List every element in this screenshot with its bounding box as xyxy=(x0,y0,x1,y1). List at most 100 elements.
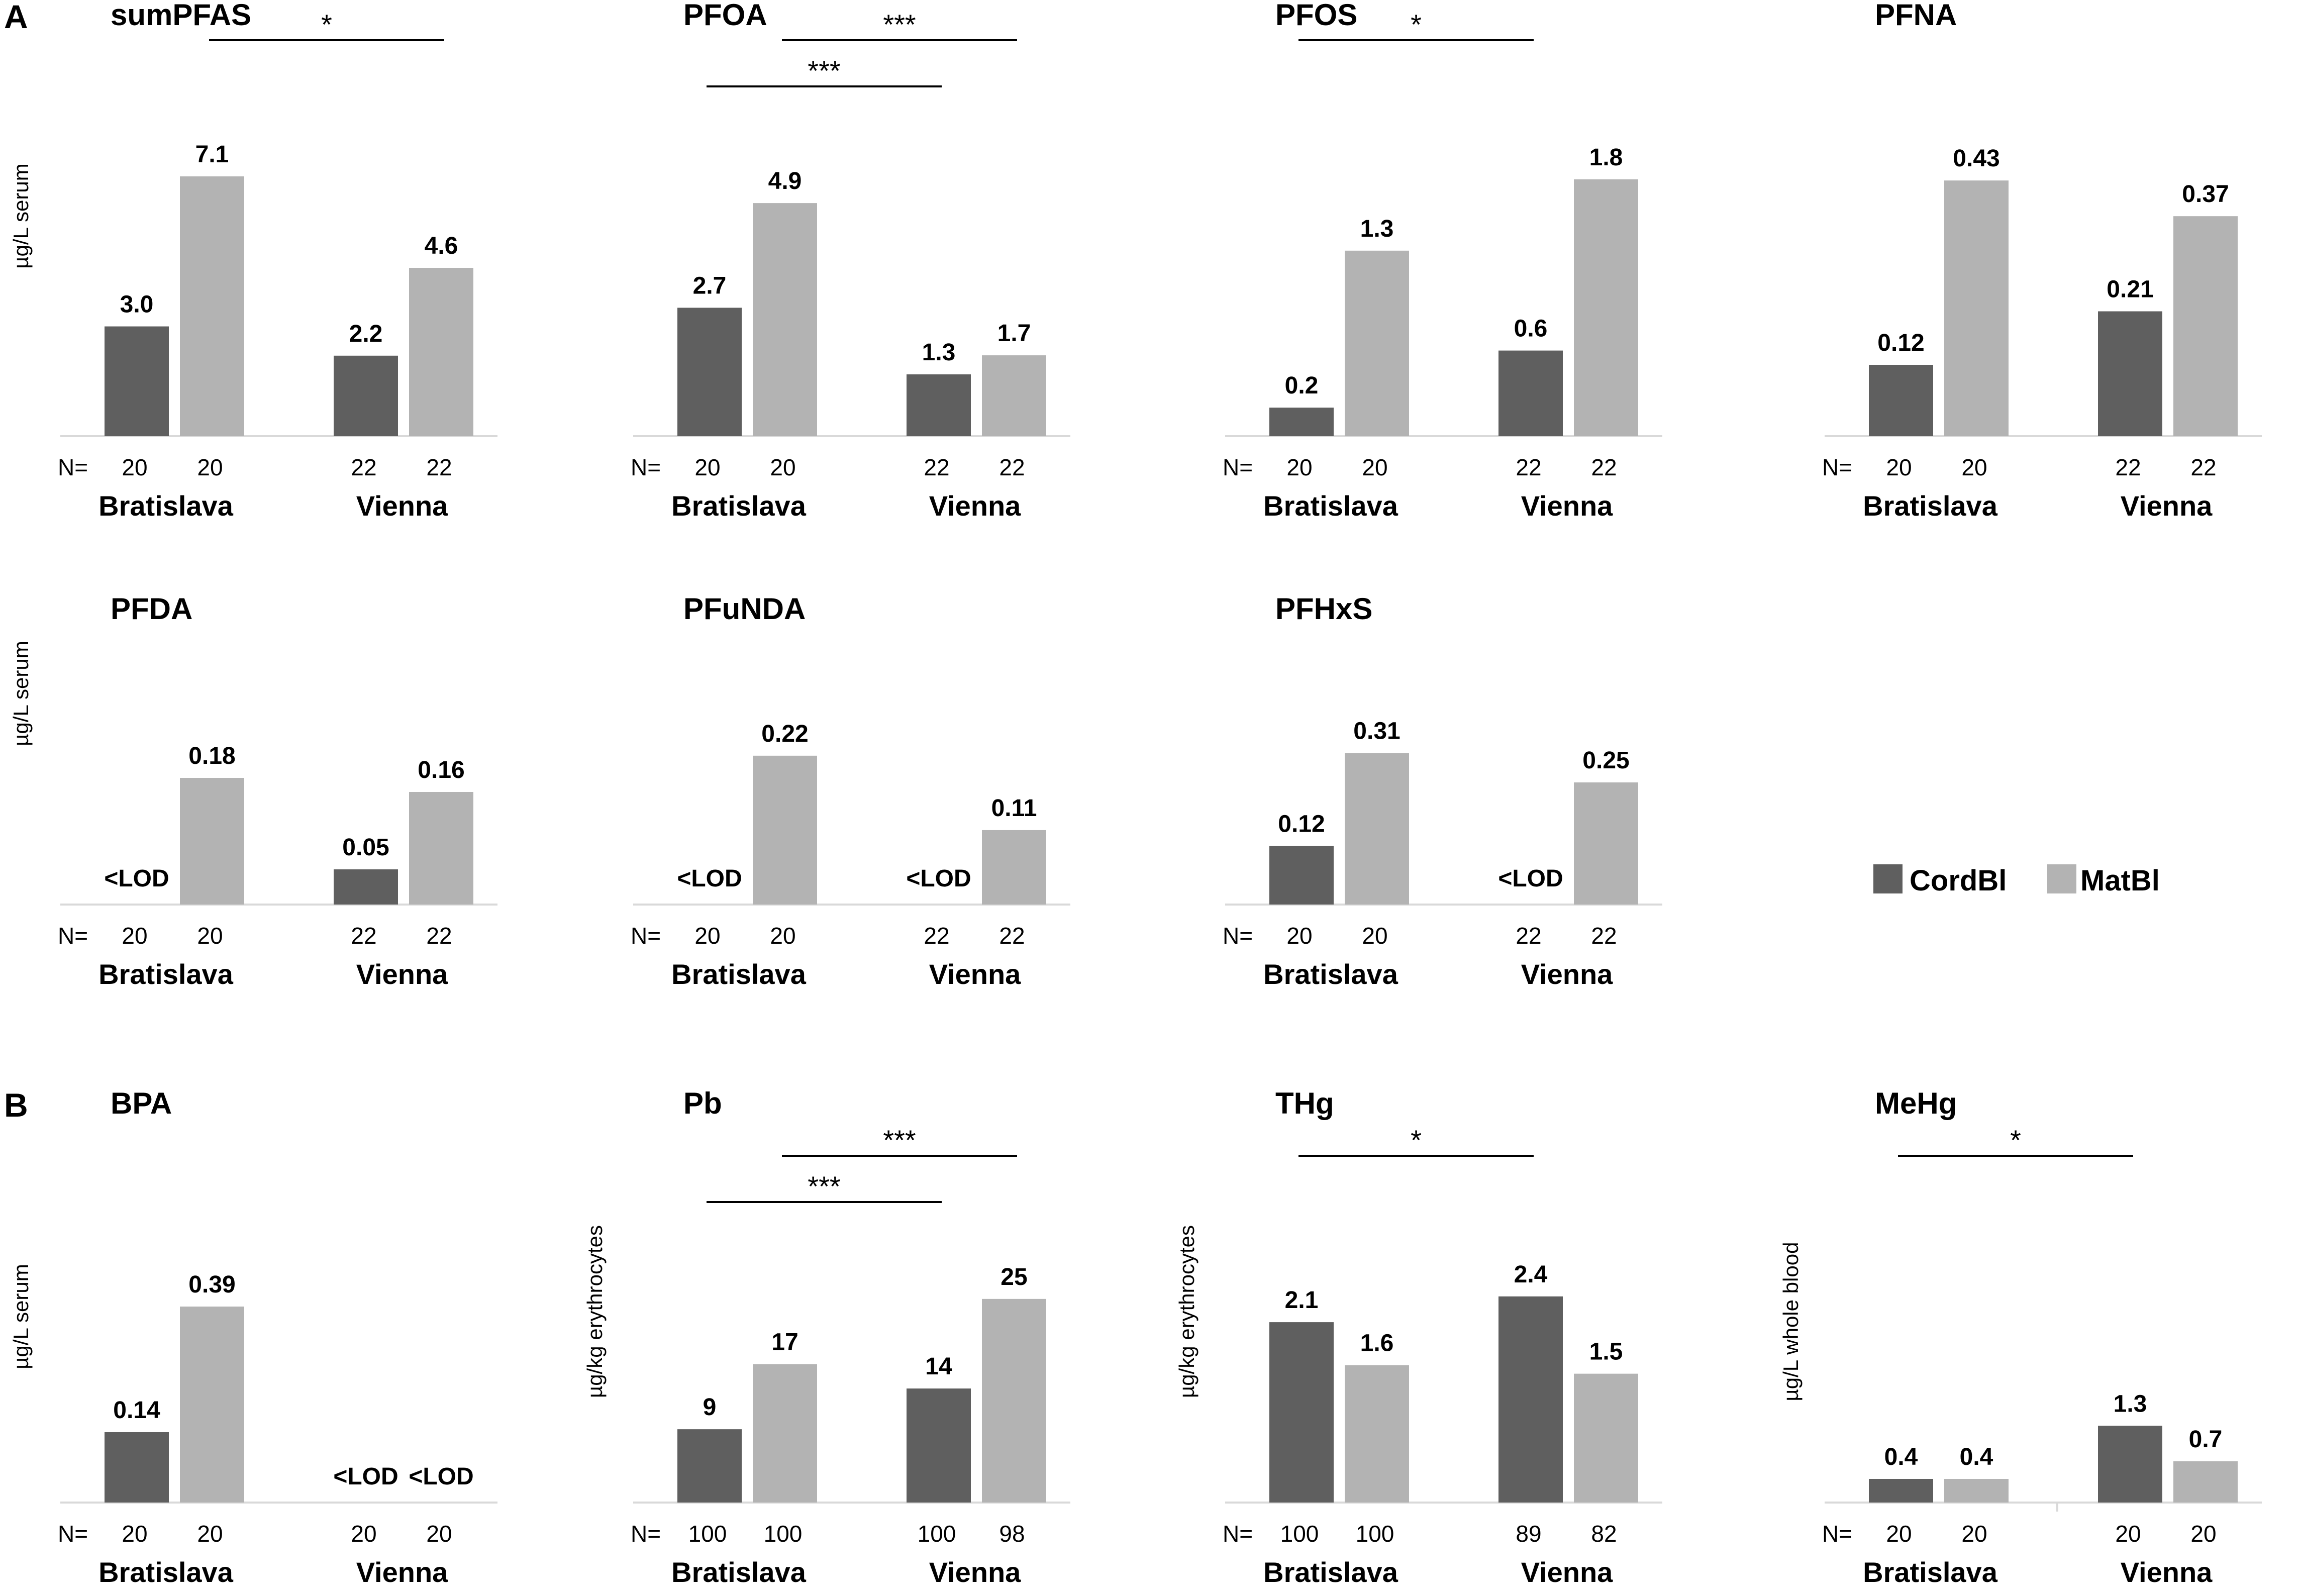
n-value: 22 xyxy=(924,923,949,949)
n-prefix: N= xyxy=(1223,1521,1253,1547)
value-label: 0.43 xyxy=(1953,145,1999,172)
chart-title: PFNA xyxy=(1875,0,1957,32)
y-axis-label: µg/L whole blood xyxy=(1779,1242,1803,1402)
significance-marker: * xyxy=(2010,1124,2021,1156)
bar-bratislava-cordbl xyxy=(677,308,742,436)
n-value: 100 xyxy=(688,1521,727,1547)
bar-bratislava-matbl xyxy=(180,778,244,905)
bar-vienna-matbl xyxy=(409,268,473,436)
bar-vienna-cordbl xyxy=(2098,311,2162,436)
n-prefix: N= xyxy=(631,923,661,949)
n-value: 20 xyxy=(1961,1521,1987,1547)
n-prefix: N= xyxy=(1223,454,1253,480)
n-value: 100 xyxy=(764,1521,803,1547)
group-label-vienna: Vienna xyxy=(929,490,1021,522)
chart-title: MeHg xyxy=(1875,1086,1957,1120)
value-label: 0.12 xyxy=(1877,330,1924,356)
bar-vienna-matbl xyxy=(982,1299,1046,1503)
group-label-vienna: Vienna xyxy=(356,490,448,522)
bar-vienna-matbl xyxy=(1574,782,1638,905)
n-value: 20 xyxy=(770,923,795,949)
lod-label: <LOD xyxy=(1498,865,1563,892)
group-label-vienna: Vienna xyxy=(929,1556,1021,1588)
n-value: 22 xyxy=(1516,923,1541,949)
value-label: 0.05 xyxy=(342,834,389,861)
n-value: 98 xyxy=(999,1521,1025,1547)
chart-title: Pb xyxy=(683,1086,722,1120)
panel-label-a: A xyxy=(4,0,28,35)
bar-bratislava-cordbl xyxy=(105,326,169,436)
bar-bratislava-matbl xyxy=(753,1364,817,1503)
chart-pfda: PFDA µg/L serum <LOD 0.18 20 20 Bratislava 0.05… xyxy=(9,592,497,990)
group-label-vienna: Vienna xyxy=(356,958,448,990)
bar-bratislava-cordbl xyxy=(1269,408,1334,436)
value-label: 2.2 xyxy=(349,321,383,347)
bar-vienna-matbl xyxy=(2173,216,2238,436)
significance-marker: * xyxy=(321,9,332,40)
n-value: 20 xyxy=(197,1521,223,1547)
panel-label-b: B xyxy=(4,1086,28,1124)
n-value: 89 xyxy=(1516,1521,1541,1547)
value-label: 2.7 xyxy=(693,272,727,299)
bar-bratislava-matbl xyxy=(1345,250,1409,436)
bar-bratislava-cordbl xyxy=(1269,1322,1334,1503)
value-label: 0.11 xyxy=(991,795,1037,822)
n-value: 20 xyxy=(122,1521,147,1547)
value-label: 0.4 xyxy=(1960,1444,1993,1470)
n-value: 20 xyxy=(1286,923,1312,949)
n-value: 20 xyxy=(2115,1521,2141,1547)
value-label: 14 xyxy=(925,1353,952,1380)
bar-bratislava-matbl xyxy=(1345,1365,1409,1503)
bar-bratislava-matbl xyxy=(1345,753,1409,905)
n-value: 20 xyxy=(2190,1521,2216,1547)
value-label: 0.31 xyxy=(1353,718,1400,745)
n-value: 82 xyxy=(1591,1521,1617,1547)
charts-container: sumPFAS µg/L serum 3.0 7.1 20 20 Bratislava 2.2… xyxy=(9,0,2262,1588)
n-value: 20 xyxy=(1886,1521,1912,1547)
group-label-vienna: Vienna xyxy=(1521,1556,1613,1588)
n-prefix: N= xyxy=(1822,454,1852,480)
bar-bratislava-matbl xyxy=(1944,180,2009,436)
value-label: 1.5 xyxy=(1589,1339,1623,1365)
lod-label: <LOD xyxy=(104,865,169,892)
bar-vienna-cordbl xyxy=(907,374,971,436)
value-label: 0.39 xyxy=(188,1271,235,1298)
n-value: 20 xyxy=(197,454,223,480)
n-value: 20 xyxy=(1886,454,1912,480)
value-label: 1.3 xyxy=(2114,1390,2147,1417)
n-value: 22 xyxy=(351,923,376,949)
n-value: 100 xyxy=(1356,1521,1394,1547)
n-prefix: N= xyxy=(631,1521,661,1547)
value-label: 0.21 xyxy=(2107,276,2153,303)
bar-vienna-matbl xyxy=(1574,1373,1638,1503)
n-value: 22 xyxy=(2190,454,2216,480)
lod-label: <LOD xyxy=(409,1463,473,1490)
n-value: 20 xyxy=(122,454,147,480)
bar-vienna-cordbl xyxy=(907,1388,971,1503)
group-label-bratislava: Bratislava xyxy=(671,490,807,522)
group-label-bratislava: Bratislava xyxy=(1863,490,1998,522)
lod-label: <LOD xyxy=(677,865,742,892)
bar-bratislava-cordbl xyxy=(1869,1479,1933,1503)
n-value: 20 xyxy=(351,1521,376,1547)
bar-bratislava-matbl xyxy=(180,176,244,436)
n-value: 20 xyxy=(426,1521,452,1547)
n-value: 20 xyxy=(1362,454,1387,480)
group-label-bratislava: Bratislava xyxy=(1263,958,1398,990)
chart-pfunda: PFuNDA <LOD 0.22 20 20 Bratislava <LOD 0.11 22 22… xyxy=(631,592,1070,990)
legend: CordBl MatBl xyxy=(1873,864,2160,897)
chart-pfos: PFOS 0.2 1.3 20 20 Bratislava 0.6 1.8 22 22 Vienna… xyxy=(1223,0,1662,522)
legend-cordbl-label: CordBl xyxy=(1910,864,2007,897)
n-value: 20 xyxy=(1286,454,1312,480)
value-label: 0.37 xyxy=(2182,181,2229,208)
bar-bratislava-cordbl xyxy=(677,1429,742,1503)
significance-marker: *** xyxy=(808,55,840,86)
legend-matbl-swatch xyxy=(2047,864,2076,893)
n-value: 20 xyxy=(694,923,720,949)
group-label-bratislava: Bratislava xyxy=(671,958,807,990)
n-prefix: N= xyxy=(1223,923,1253,949)
value-label: 0.2 xyxy=(1285,372,1319,399)
n-value: 22 xyxy=(999,454,1025,480)
n-value: 22 xyxy=(924,454,949,480)
